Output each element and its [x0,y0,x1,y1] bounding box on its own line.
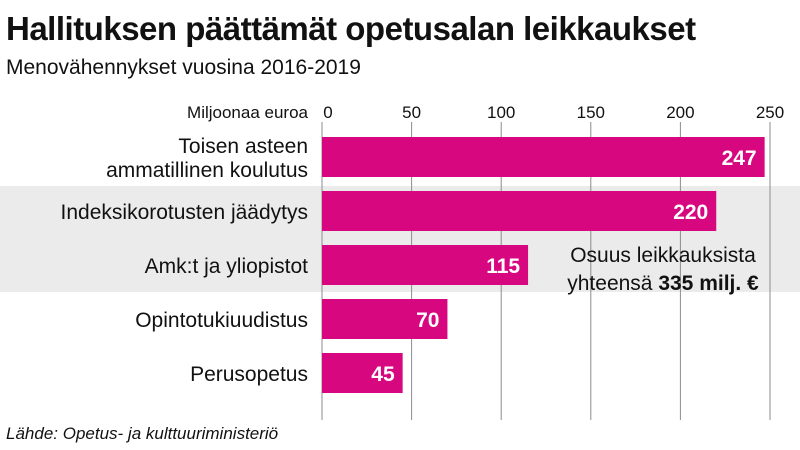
bar [322,353,403,393]
x-axis-label: Miljoonaa euroa [187,103,309,122]
bar-value-label: 247 [722,147,757,170]
bar [322,299,448,339]
category-label: Opintotukiuudistus [135,309,308,332]
bar [322,137,765,177]
annotation-line-2: yhteensä 335 milj. € [567,272,759,295]
x-tick-label: 150 [577,103,605,122]
annotation-prefix: yhteensä [567,272,658,295]
category-label: Indeksikorotusten jäädytys [61,201,308,224]
bar [322,191,717,231]
bar [322,245,529,285]
bar-value-label: 45 [371,363,395,386]
category-label: Toisen asteen [178,135,308,158]
bar-value-label: 115 [486,255,520,278]
x-tick-label: 0 [323,103,332,122]
category-label: ammatillinen koulutus [106,159,308,182]
category-label: Amk:t ja yliopistot [145,255,309,278]
annotation-total: 335 milj. € [658,272,759,295]
chart-subtitle: Menovähennykset vuosina 2016-2019 [6,56,361,79]
x-tick-label: 100 [487,103,515,122]
annotation-line-1: Osuus leikkauksista [570,244,756,267]
chart-title: Hallituksen päättämät opetusalan leikkau… [6,10,696,47]
category-label: Perusopetus [190,363,308,386]
x-tick-label: 200 [666,103,694,122]
bar-value-label: 220 [673,201,708,224]
x-tick-label: 50 [402,103,421,122]
bar-value-label: 70 [416,309,439,332]
source-note: Lähde: Opetus- ja kulttuuriministeriö [6,424,279,443]
x-tick-label: 250 [756,103,784,122]
bar-chart: 0 50 100 150 200 250 Miljoonaa euroa 247 Toisen … [0,103,800,420]
